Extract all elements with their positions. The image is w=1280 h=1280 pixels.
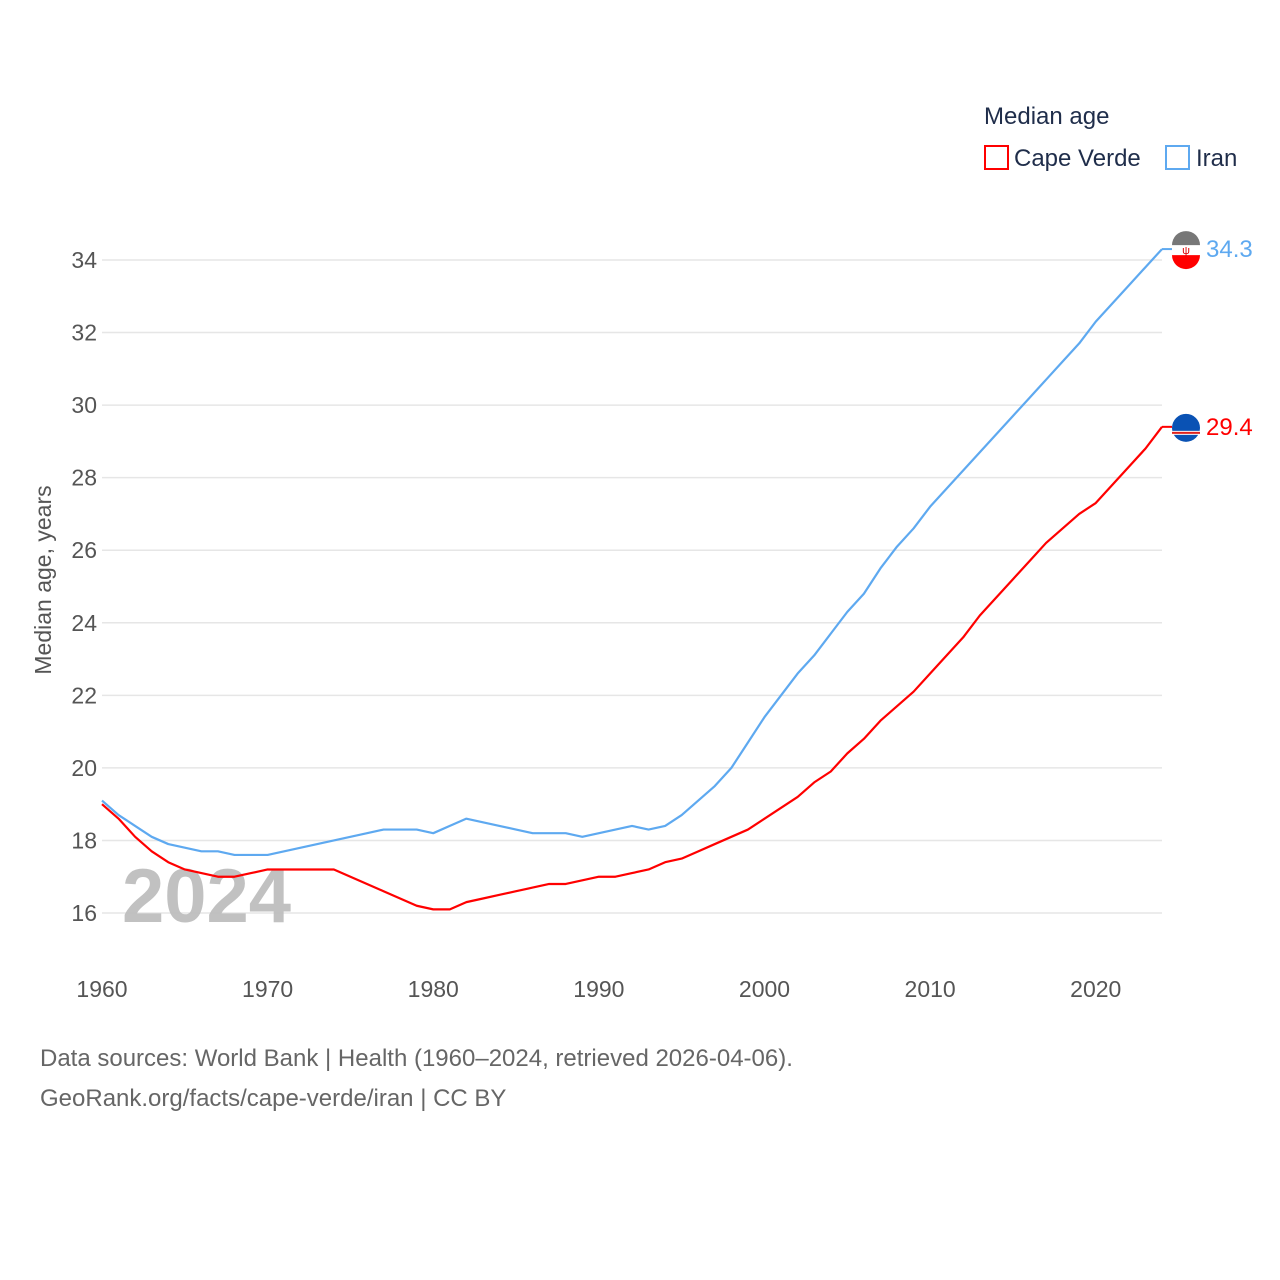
footer-source: Data sources: World Bank | Health (1960–…	[40, 1045, 793, 1072]
flag-icon-iran: ψ	[1172, 231, 1200, 270]
flag-emblem: ψ	[1182, 245, 1190, 257]
end-value-label-cape-verde: 29.4	[1206, 414, 1253, 441]
series-lines	[101, 248, 1163, 911]
y-axis-label: Median age, years	[30, 485, 56, 674]
y-tick-label: 28	[71, 465, 97, 491]
x-tick-label: 1960	[76, 976, 127, 1002]
y-tick-label: 16	[71, 900, 97, 926]
y-tick-label: 24	[71, 610, 97, 636]
flag-icon-cape-verde	[1172, 413, 1200, 442]
legend-title: Median age	[984, 103, 1109, 130]
y-tick-label: 32	[71, 320, 97, 346]
y-tick-label: 26	[71, 537, 97, 563]
flag-stripe	[1172, 255, 1200, 270]
gridlines	[102, 259, 1162, 914]
y-tick-label: 34	[71, 247, 97, 273]
flag-field	[1172, 413, 1200, 442]
y-tick-label: 18	[71, 827, 97, 853]
legend-item-cape-verde[interactable]: Cape Verde	[984, 145, 1141, 172]
x-tick-label: 2020	[1070, 976, 1121, 1002]
legend-swatch-iran	[1165, 145, 1190, 170]
x-axis-ticks: 1960 1970 1980 1990 2000 2010 2020	[76, 976, 1121, 1002]
legend-label-cape-verde: Cape Verde	[1014, 145, 1141, 172]
legend-swatch-cape-verde	[984, 145, 1009, 170]
x-tick-label: 1990	[573, 976, 624, 1002]
y-axis-ticks: 16 18 20 22 24 26 28 30 32 34	[71, 247, 97, 926]
y-tick-label: 22	[71, 682, 97, 708]
x-tick-label: 2010	[905, 976, 956, 1002]
year-watermark: 2024	[122, 854, 291, 939]
legend-label-iran: Iran	[1196, 145, 1237, 172]
x-tick-label: 1980	[408, 976, 459, 1002]
series-line-iran	[101, 248, 1163, 857]
end-value-label-iran: 34.3	[1206, 236, 1253, 263]
flag-stripe	[1172, 431, 1200, 434]
series-line-cape-verde	[101, 426, 1163, 911]
y-tick-label: 20	[71, 755, 97, 781]
flag-stripe	[1172, 231, 1200, 246]
x-tick-label: 1970	[242, 976, 293, 1002]
series-end-markers: 29.4 ψ 34.3	[1162, 231, 1253, 442]
y-tick-label: 30	[71, 392, 97, 418]
footer-link[interactable]: GeoRank.org/facts/cape-verde/iran | CC B…	[40, 1085, 507, 1112]
x-tick-label: 2000	[739, 976, 790, 1002]
legend-item-iran[interactable]: Iran	[1165, 145, 1237, 172]
